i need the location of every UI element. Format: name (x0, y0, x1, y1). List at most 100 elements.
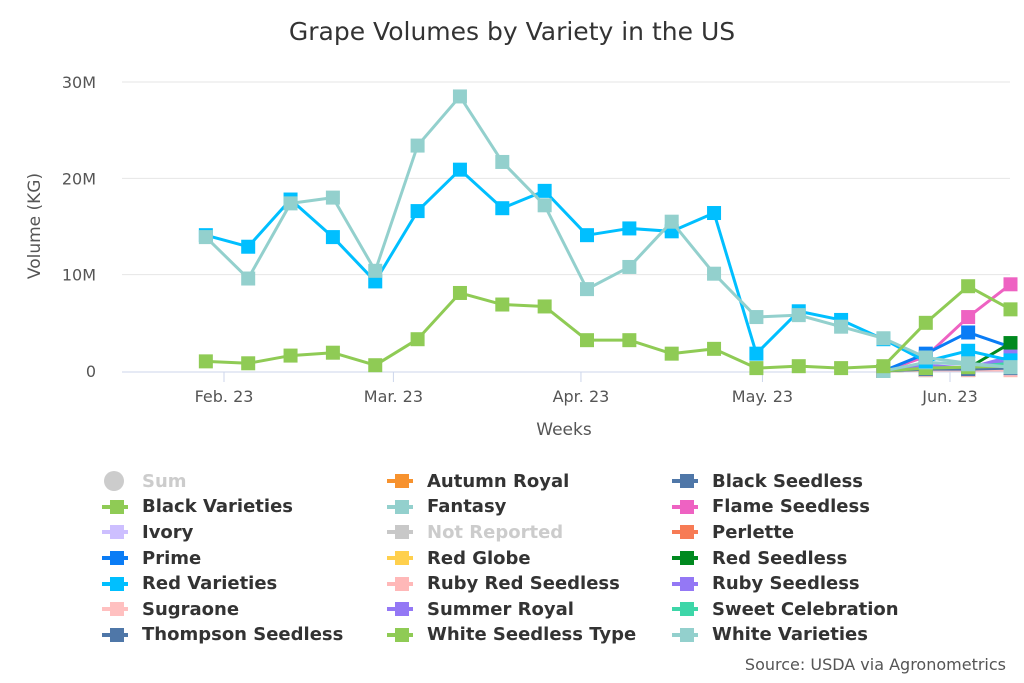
data-point-black-varieties[interactable] (622, 333, 637, 348)
legend-item-prime[interactable]: Prime (100, 547, 385, 570)
y-tick-label: 20M (62, 169, 96, 188)
data-point-red-varieties[interactable] (749, 346, 764, 361)
legend-item-black-varieties[interactable]: Black Varieties (100, 496, 385, 519)
data-point-fantasy[interactable] (749, 310, 764, 325)
data-point-fantasy[interactable] (410, 138, 425, 153)
data-point-black-varieties[interactable] (749, 361, 764, 376)
legend-symbol-icon (385, 522, 419, 542)
data-point-fantasy[interactable] (452, 89, 467, 104)
data-point-fantasy[interactable] (961, 356, 976, 371)
legend-label: Black Seedless (712, 470, 864, 492)
series-red-varieties (198, 162, 1018, 369)
legend-item-black-seedless[interactable]: Black Seedless (670, 470, 955, 493)
data-point-black-varieties[interactable] (241, 356, 256, 371)
data-point-prime[interactable] (961, 325, 976, 340)
data-point-black-varieties[interactable] (410, 332, 425, 347)
data-point-red-varieties[interactable] (622, 221, 637, 236)
data-point-black-varieties[interactable] (664, 346, 679, 361)
data-point-red-varieties[interactable] (495, 201, 510, 216)
data-point-fantasy[interactable] (368, 263, 383, 278)
data-point-fantasy[interactable] (283, 196, 298, 211)
data-point-red-seedless[interactable] (1003, 336, 1018, 351)
data-point-fantasy[interactable] (495, 154, 510, 169)
legend-symbol-icon (100, 497, 134, 517)
data-point-black-varieties[interactable] (452, 285, 467, 300)
legend-item-ruby-red-seedless[interactable]: Ruby Red Seedless (385, 572, 670, 595)
data-point-fantasy[interactable] (325, 190, 340, 205)
data-point-flame-seedless[interactable] (961, 310, 976, 325)
legend-label: Summer Royal (427, 598, 574, 620)
legend-item-perlette[interactable]: Perlette (670, 521, 955, 544)
x-tick-label: Apr. 23 (553, 387, 610, 406)
legend-label: White Seedless Type (427, 624, 637, 646)
data-point-fantasy[interactable] (537, 198, 552, 213)
data-point-black-varieties[interactable] (961, 279, 976, 294)
legend-label: Sweet Celebration (712, 598, 899, 620)
legend-symbol-icon (385, 599, 419, 619)
legend-symbol-icon (385, 574, 419, 594)
data-point-black-varieties[interactable] (834, 361, 849, 376)
legend-item-white-varieties[interactable]: White Varieties (670, 624, 955, 647)
legend-item-white-seedless-type[interactable]: White Seedless Type (385, 624, 670, 647)
data-point-red-varieties[interactable] (325, 230, 340, 245)
data-point-fantasy[interactable] (622, 259, 637, 274)
legend-label: Red Seedless (712, 547, 848, 569)
data-point-black-varieties[interactable] (580, 333, 594, 348)
legend-item-red-varieties[interactable]: Red Varieties (100, 572, 385, 595)
data-point-red-varieties[interactable] (241, 239, 256, 254)
data-point-fantasy[interactable] (876, 331, 891, 346)
data-point-red-varieties[interactable] (961, 343, 976, 358)
data-point-red-varieties[interactable] (537, 183, 552, 198)
data-point-fantasy[interactable] (918, 350, 933, 365)
legend-item-red-seedless[interactable]: Red Seedless (670, 547, 955, 570)
legend-item-thompson-seedless[interactable]: Thompson Seedless (100, 624, 385, 647)
legend-label: Sugraone (142, 598, 240, 620)
data-point-fantasy[interactable] (1003, 360, 1018, 375)
data-point-black-varieties[interactable] (283, 348, 298, 363)
legend-item-not-reported[interactable]: Not Reported (385, 521, 670, 544)
legend-symbol-icon (670, 625, 704, 645)
data-point-black-varieties[interactable] (918, 315, 933, 330)
data-point-black-varieties[interactable] (791, 359, 806, 374)
data-point-fantasy[interactable] (198, 230, 213, 245)
legend-label: Perlette (712, 521, 795, 543)
data-point-black-varieties[interactable] (876, 359, 891, 374)
data-point-fantasy[interactable] (834, 319, 849, 334)
data-point-fantasy[interactable] (241, 271, 256, 286)
legend-item-sweet-celebration[interactable]: Sweet Celebration (670, 598, 955, 621)
legend-label: Not Reported (427, 521, 564, 543)
legend-item-red-globe[interactable]: Red Globe (385, 547, 670, 570)
data-point-fantasy[interactable] (664, 214, 679, 229)
data-point-black-varieties[interactable] (198, 354, 213, 369)
data-point-black-varieties[interactable] (707, 341, 722, 356)
legend-symbol-icon (385, 625, 419, 645)
data-point-black-varieties[interactable] (325, 345, 340, 360)
data-point-red-varieties[interactable] (410, 204, 425, 219)
legend-item-ruby-seedless[interactable]: Ruby Seedless (670, 572, 955, 595)
legend-item-summer-royal[interactable]: Summer Royal (385, 598, 670, 621)
data-point-black-varieties[interactable] (537, 299, 552, 314)
legend-symbol-icon (100, 522, 134, 542)
data-point-red-varieties[interactable] (452, 162, 467, 177)
data-point-black-varieties[interactable] (1003, 302, 1018, 317)
legend-item-autumn-royal[interactable]: Autumn Royal (385, 470, 670, 493)
legend-item-sum[interactable]: Sum (100, 470, 385, 493)
data-point-fantasy[interactable] (580, 282, 594, 297)
data-point-red-varieties[interactable] (707, 206, 722, 221)
data-point-black-varieties[interactable] (495, 297, 510, 312)
legend-item-sugraone[interactable]: Sugraone (100, 598, 385, 621)
data-point-flame-seedless[interactable] (1003, 277, 1018, 292)
legend-item-fantasy[interactable]: Fantasy (385, 496, 670, 519)
chart-title: Grape Volumes by Variety in the US (289, 17, 735, 46)
legend-item-flame-seedless[interactable]: Flame Seedless (670, 496, 955, 519)
y-tick-label: 30M (62, 73, 96, 92)
data-point-fantasy[interactable] (791, 308, 806, 323)
data-point-fantasy[interactable] (707, 266, 722, 281)
data-point-red-varieties[interactable] (368, 274, 383, 289)
data-point-black-varieties[interactable] (368, 358, 383, 373)
data-point-red-varieties[interactable] (580, 228, 594, 243)
series-line-black-varieties (205, 284, 1012, 370)
legend-symbol-icon (100, 548, 134, 568)
legend-item-ivory[interactable]: Ivory (100, 521, 385, 544)
legend-symbol-icon (100, 471, 134, 492)
